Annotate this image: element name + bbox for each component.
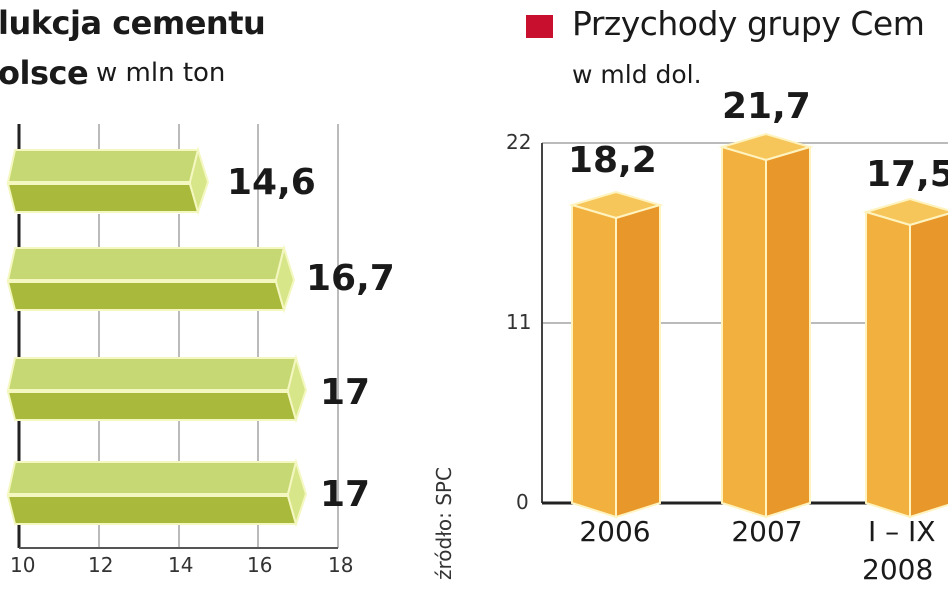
left-x-tick: 12 <box>88 553 114 577</box>
source-label: źródło: SPC <box>432 467 456 580</box>
left-bars <box>6 146 308 528</box>
left-value-label: 17 <box>320 474 371 515</box>
left-chart-title-line1: lukcja cementu <box>0 4 266 42</box>
left-value-label: 14,6 <box>227 162 316 203</box>
right-bars <box>568 132 948 519</box>
right-y-tick: 11 <box>506 310 532 334</box>
right-value-label: 21,7 <box>722 86 811 127</box>
left-x-tick: 10 <box>10 553 36 577</box>
left-value-label: 16,7 <box>306 258 395 299</box>
right-category-label: I – IX <box>868 515 936 548</box>
legend-swatch <box>526 15 553 38</box>
left-x-tick: 16 <box>247 553 273 577</box>
right-chart-unit: w mld dol. <box>572 60 702 89</box>
right-y-tick: 0 <box>516 490 529 514</box>
right-chart-title: Przychody grupy Cem <box>572 4 925 43</box>
right-category-label: 2006 <box>579 515 651 548</box>
left-x-tick: 14 <box>168 553 194 577</box>
left-chart-title-line2: olsce <box>0 54 89 92</box>
right-value-label: 17,5 <box>866 154 948 195</box>
left-chart-unit: w mln ton <box>96 58 226 88</box>
right-category-label: 2007 <box>731 515 803 548</box>
right-category-label: 2008 <box>862 553 934 586</box>
right-value-label: 18,2 <box>568 140 657 181</box>
right-y-tick: 22 <box>506 130 532 154</box>
left-x-tick: 18 <box>328 553 354 577</box>
left-value-label: 17 <box>320 372 371 413</box>
